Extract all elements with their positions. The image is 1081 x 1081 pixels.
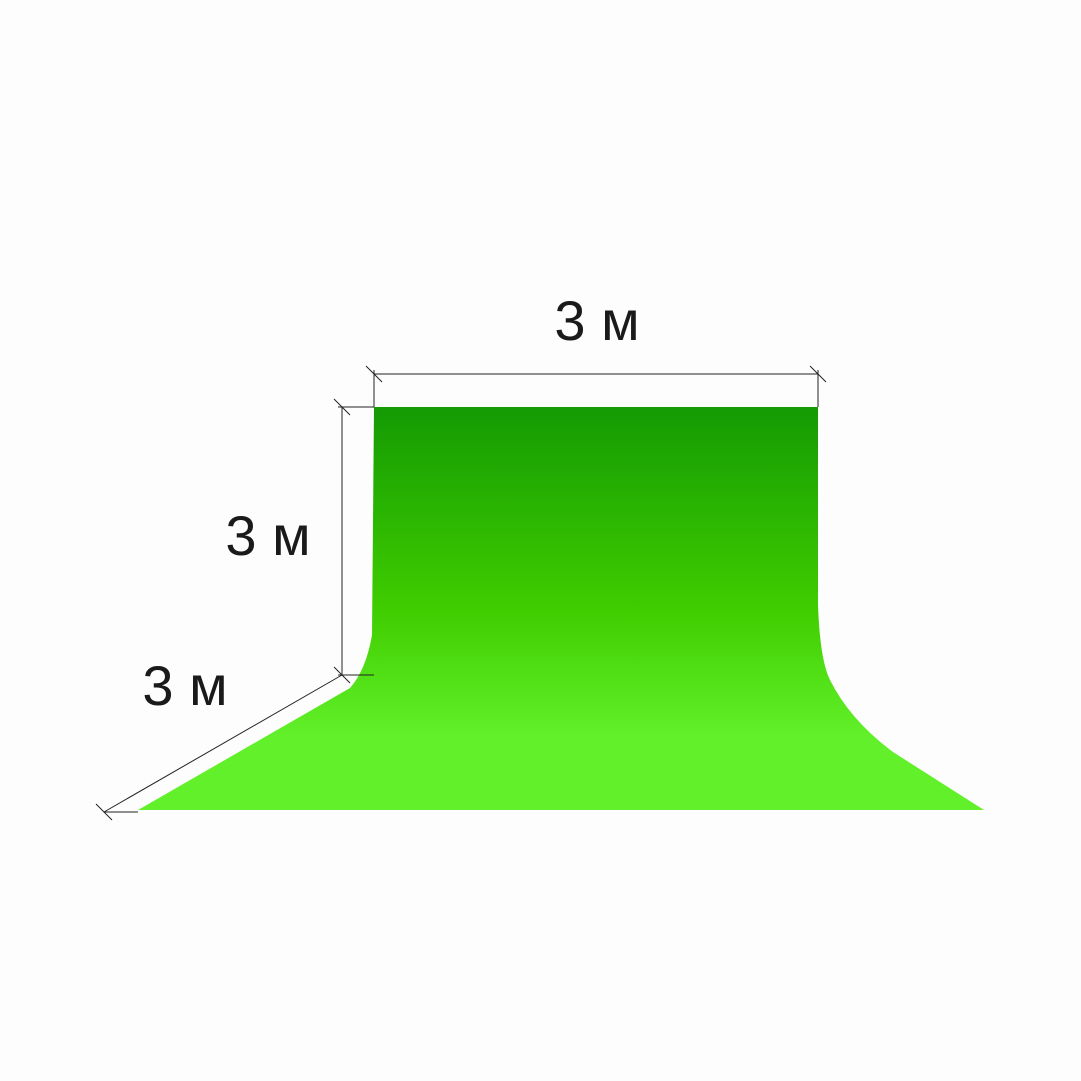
height-dimension-line (333, 398, 374, 684)
depth-dimension-line (95, 674, 343, 821)
depth-label: 3 м (142, 654, 227, 717)
width-dimension-line (365, 365, 827, 407)
width-label: 3 м (554, 289, 639, 352)
green-backdrop (138, 407, 984, 810)
height-label: 3 м (225, 504, 310, 567)
